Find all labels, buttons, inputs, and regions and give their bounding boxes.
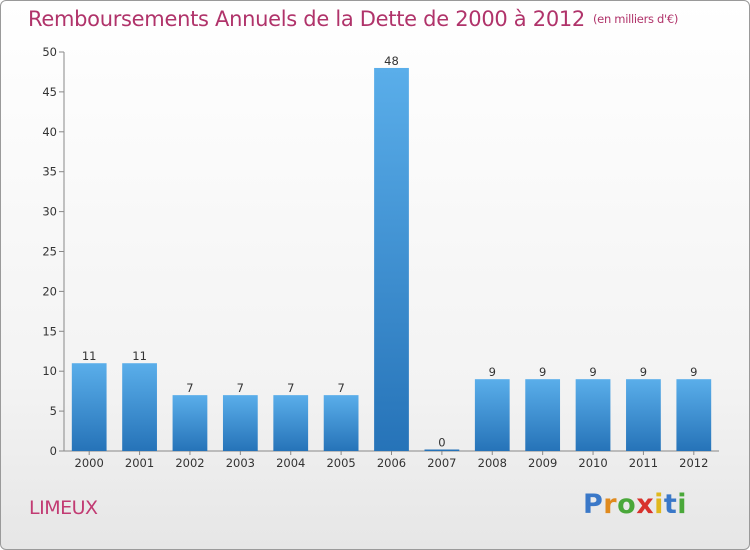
bar-2004 [273, 395, 309, 451]
bar-value-label: 7 [337, 381, 344, 395]
x-tick-label: 2005 [326, 456, 355, 470]
bar-2009 [525, 379, 561, 451]
y-tick-label: 25 [42, 245, 57, 259]
bar-value-label: 7 [186, 381, 193, 395]
y-tick-label: 15 [42, 324, 57, 338]
y-tick-label: 0 [50, 444, 57, 458]
bar-value-label: 9 [489, 365, 496, 379]
x-tick-label: 2004 [276, 456, 305, 470]
x-tick-label: 2003 [226, 456, 255, 470]
y-tick-label: 40 [42, 125, 57, 139]
x-tick-label: 2009 [528, 456, 557, 470]
y-tick-label: 45 [42, 85, 57, 99]
bar-2006 [374, 67, 409, 452]
bar-value-label: 7 [237, 381, 244, 395]
bar-value-label: 48 [384, 54, 399, 68]
x-tick-label: 2008 [478, 456, 507, 470]
chart-unit-note: (en milliers d'€) [593, 12, 679, 26]
x-tick-label: 2012 [679, 456, 708, 470]
bar-value-label: 11 [82, 349, 97, 363]
logo-letter: i [654, 489, 664, 520]
bar-value-label: 9 [589, 365, 596, 379]
proxiti-logo: Proxiti [583, 489, 687, 520]
logo-letter: i [677, 489, 688, 520]
bar-value-label: 9 [690, 365, 697, 379]
y-tick-label: 30 [42, 205, 57, 219]
y-tick-label: 10 [42, 364, 57, 378]
chart-title: Remboursements Annuels de la Dette de 20… [28, 7, 678, 31]
commune-name: LIMEUX [29, 497, 98, 519]
x-tick-label: 2006 [377, 456, 406, 470]
chart-title-text: Remboursements Annuels de la Dette de 20… [28, 7, 585, 31]
bar-2005 [323, 395, 359, 451]
y-tick-label: 50 [42, 45, 57, 59]
x-tick-label: 2007 [427, 456, 456, 470]
y-tick-label: 35 [42, 165, 57, 179]
bar-2010 [575, 379, 611, 451]
logo-letter: x [636, 489, 655, 520]
bar-value-label: 7 [287, 381, 294, 395]
x-tick-label: 2010 [578, 456, 607, 470]
bar-2003 [222, 395, 258, 451]
logo-letter: r [603, 489, 618, 520]
logo-letter: o [617, 489, 637, 520]
bar-2012 [676, 379, 712, 451]
bar-2002 [172, 395, 208, 451]
bar-2001 [122, 363, 157, 451]
bar-value-label: 9 [640, 365, 647, 379]
y-tick-label: 20 [42, 284, 57, 298]
bar-2007 [424, 449, 460, 451]
x-tick-label: 2002 [175, 456, 204, 470]
bar-value-label: 0 [438, 436, 445, 450]
x-tick-label: 2000 [75, 456, 104, 470]
bar-2008 [474, 379, 510, 451]
x-tick-label: 2001 [125, 456, 154, 470]
bar-value-label: 11 [132, 349, 147, 363]
logo-letter: P [583, 489, 604, 520]
bar-value-label: 9 [539, 365, 546, 379]
bar-2000 [71, 363, 107, 451]
y-tick-label: 5 [50, 404, 57, 418]
x-tick-label: 2011 [629, 456, 658, 470]
bar-2011 [626, 379, 661, 451]
logo-letter: t [663, 489, 678, 520]
